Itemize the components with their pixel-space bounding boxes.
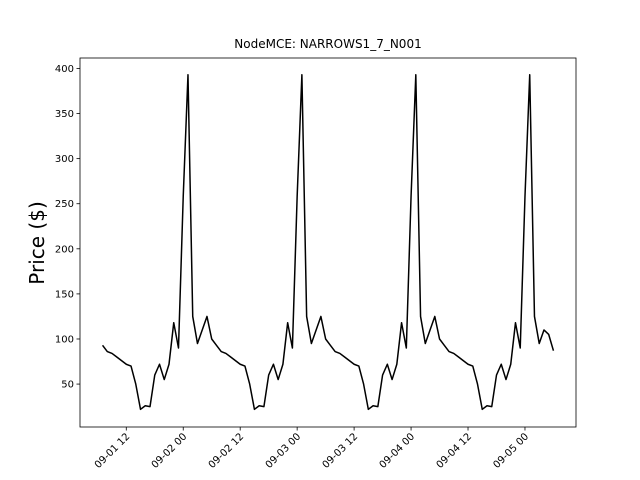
y-tick-label: 200 (55, 244, 74, 255)
x-tick-label: 09-01 12 (93, 431, 133, 471)
y-tick-label: 250 (55, 199, 74, 210)
x-tick-label: 09-02 00 (150, 431, 190, 471)
y-tick-label: 50 (61, 380, 74, 391)
chart-title: NodeMCE: NARROWS1_7_N001 (234, 37, 421, 51)
y-tick-label: 350 (55, 109, 74, 120)
x-tick-label: 09-03 00 (264, 431, 304, 471)
y-tick-label: 150 (55, 289, 74, 300)
x-tick-label: 09-02 12 (207, 431, 247, 471)
x-tick-label: 09-05 00 (492, 431, 532, 471)
y-tick-label: 400 (55, 64, 74, 75)
y-tick-label: 100 (55, 334, 74, 345)
y-tick-label: 300 (55, 154, 74, 165)
x-tick-label: 09-03 12 (321, 431, 361, 471)
plot-frame (79, 57, 577, 428)
x-tick-label: 09-04 00 (378, 431, 418, 471)
x-tick-label: 09-04 12 (435, 431, 475, 471)
y-axis-label: Price ($) (25, 201, 49, 284)
line-series (101, 74, 555, 411)
